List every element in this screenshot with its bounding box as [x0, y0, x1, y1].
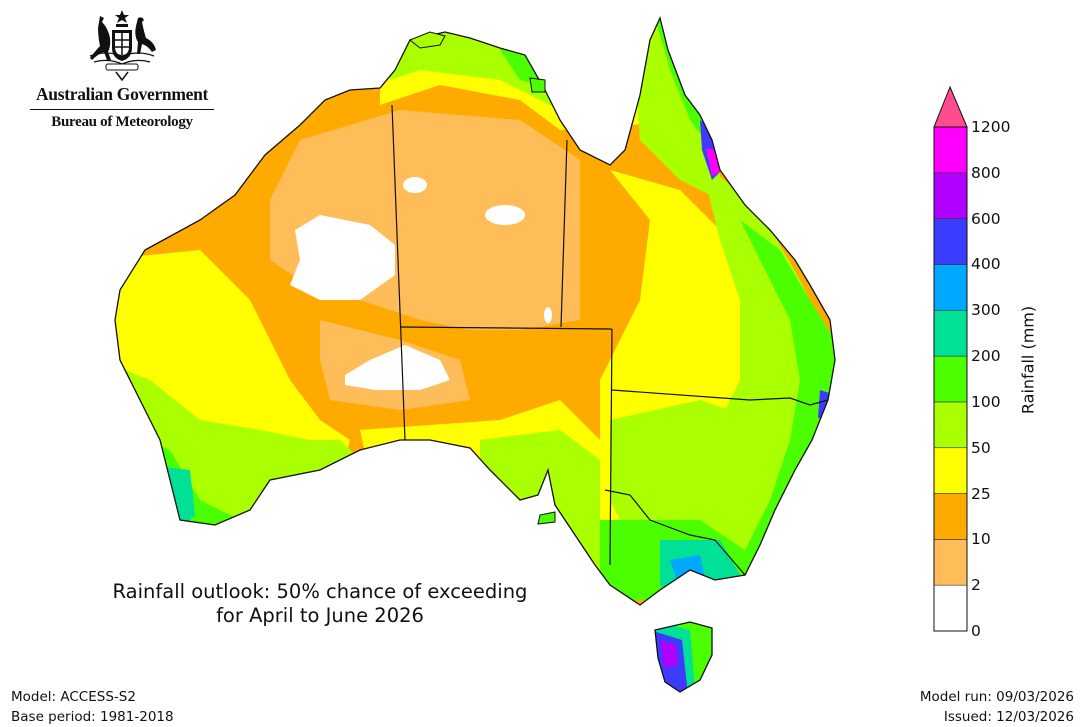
- model-run-date: Model run: 09/03/2026: [919, 689, 1074, 705]
- logo-divider: [30, 109, 214, 110]
- colorbar-bin-10-25: [933, 493, 968, 540]
- state-borders: [391, 104, 829, 576]
- colorbar-tick-50: 50: [971, 438, 991, 457]
- colorbar-tick-200: 200: [971, 347, 1001, 366]
- colorbar-tick-300: 300: [971, 301, 1001, 320]
- colorbar-tick-25: 25: [971, 484, 991, 503]
- chart-title: Rainfall outlook: 50% chance of exceedin…: [60, 580, 580, 628]
- colorbar-tick-10: 10: [971, 530, 991, 549]
- footer-model-info: Model: ACCESS-S2 Base period: 1981-2018: [11, 687, 174, 727]
- colorbar: [933, 86, 968, 632]
- government-name: Australian Government: [35, 84, 209, 104]
- rainfall-field: [115, 18, 835, 605]
- model-name: Model: ACCESS-S2: [11, 689, 136, 705]
- footer-run-info: Model run: 09/03/2026 Issued: 12/03/2026: [920, 687, 1074, 727]
- colorbar-tick-2: 2: [971, 576, 981, 595]
- colorbar-bin-50-100: [933, 401, 968, 449]
- colorbar-bin-800-1200: [933, 126, 968, 174]
- colorbar-extend-arrow: [933, 86, 968, 128]
- title-line-2: for April to June 2026: [216, 604, 424, 627]
- colorbar-tick-0: 0: [971, 622, 981, 640]
- colorbar-bin-2-10: [933, 539, 968, 586]
- colorbar-bin-25-50: [933, 447, 968, 494]
- tasmania-coastline: [654, 621, 713, 693]
- colorbar-tick-800: 800: [971, 163, 1001, 182]
- colorbar-bin-100-200: [933, 355, 968, 403]
- colorbar-tick-600: 600: [971, 209, 1001, 228]
- colorbar-bin-200-300: [933, 309, 968, 357]
- title-line-1: Rainfall outlook: 50% chance of exceedin…: [112, 580, 528, 603]
- colorbar-label: Rainfall (mm): [1018, 305, 1038, 415]
- base-period: Base period: 1981-2018: [11, 709, 174, 725]
- colorbar-bin-300-400: [933, 264, 968, 311]
- colorbar-tick-100: 100: [971, 392, 1001, 411]
- colorbar-tick-1200: 1200: [971, 118, 1011, 136]
- agency-name: Bureau of Meteorology: [51, 114, 193, 130]
- colorbar-bin-600-800: [933, 172, 968, 219]
- colorbar-bin-0-2: [933, 584, 968, 632]
- colorbar-bin-400-600: [933, 218, 968, 265]
- colorbar-tick-400: 400: [971, 255, 1001, 274]
- coat-of-arms-icon: [89, 10, 156, 82]
- issued-date: Issued: 12/03/2026: [943, 709, 1074, 725]
- bom-logo: Australian Government Bureau of Meteorol…: [22, 8, 222, 140]
